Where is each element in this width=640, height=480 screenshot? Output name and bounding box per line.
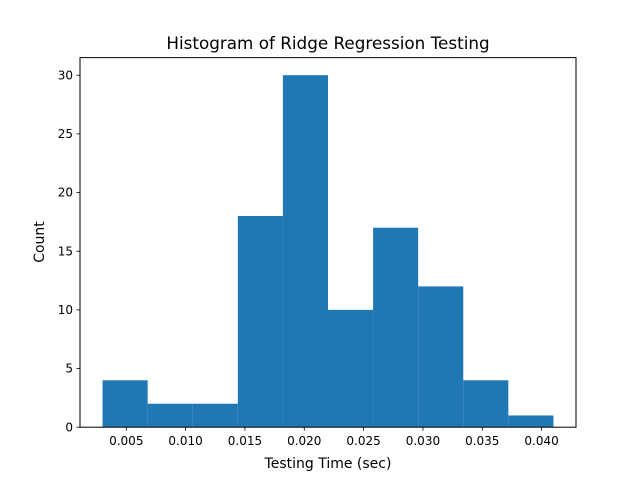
x-tick-label: 0.005	[109, 434, 143, 448]
histogram-bar	[508, 415, 554, 428]
chart-title: Histogram of Ridge Regression Testing	[166, 33, 489, 53]
x-axis-label: Testing Time (sec)	[264, 456, 392, 472]
histogram-bar	[282, 75, 328, 428]
x-tick-label: 0.025	[346, 434, 380, 448]
histogram-bar	[463, 380, 509, 428]
axes-frame	[79, 57, 577, 428]
histogram-bar	[418, 286, 464, 428]
histogram-bar	[373, 227, 419, 428]
histogram-bar	[102, 380, 148, 428]
y-tick-label: 0	[65, 420, 73, 434]
histogram-bar	[328, 309, 374, 428]
x-tick-label: 0.010	[168, 434, 202, 448]
x-tick-label: 0.020	[287, 434, 321, 448]
y-axis-ticks: 0 5 10 15 20 25 30	[58, 68, 80, 434]
y-tick-label: 25	[58, 127, 73, 141]
y-axis-label: Count	[32, 221, 48, 263]
histogram-bars	[102, 75, 554, 428]
histogram-bar	[192, 403, 238, 428]
y-tick-label: 10	[58, 303, 73, 317]
x-tick-label: 0.030	[406, 434, 440, 448]
histogram-bar	[147, 403, 193, 428]
x-axis-ticks: 0.005 0.010 0.015 0.020 0.025 0.030 0.035 0.040	[109, 427, 559, 448]
x-tick-label: 0.035	[465, 434, 499, 448]
y-tick-label: 15	[58, 244, 73, 258]
y-tick-label: 20	[58, 186, 73, 200]
y-tick-label: 30	[58, 68, 73, 82]
x-tick-label: 0.015	[228, 434, 262, 448]
y-tick-label: 5	[65, 362, 73, 376]
x-tick-label: 0.040	[524, 434, 558, 448]
histogram-bar	[237, 216, 283, 428]
